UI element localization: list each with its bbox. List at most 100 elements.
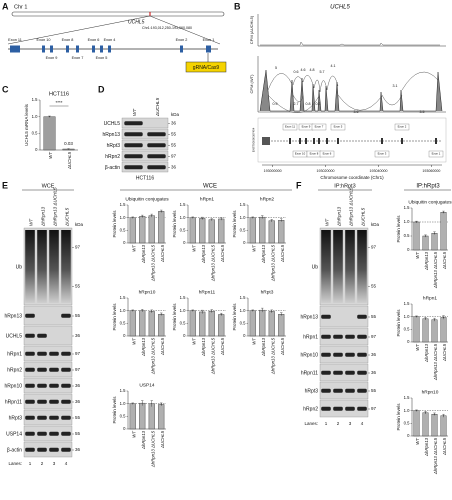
data-point (434, 413, 435, 415)
exon (76, 45, 79, 53)
bar (440, 211, 447, 251)
blot-strip (23, 361, 73, 378)
blot-strip (319, 305, 369, 328)
lane-number: 2 (41, 461, 44, 466)
y-tick-label: 1.5 (120, 388, 126, 393)
y-tick-label: 0.5 (240, 320, 246, 325)
blot-strip (23, 393, 73, 410)
y-tick-label: 0 (35, 147, 38, 152)
category-label: ΔhRpn13 ΔUCHL5 (210, 244, 215, 282)
panel-title: UCHL5 (330, 5, 350, 11)
y-axis-label: Protein levels (112, 303, 117, 331)
category-label: ΔUCHL5 (280, 337, 285, 356)
data-point (416, 316, 417, 318)
panel-label: C (2, 84, 9, 94)
data-point (280, 313, 282, 315)
exon (318, 138, 320, 144)
y-tick-label: 0 (123, 240, 126, 245)
exon-label: Exon 8 (62, 38, 74, 42)
bar (158, 314, 165, 337)
band (321, 314, 331, 319)
band (61, 351, 71, 356)
category-label: WT (131, 338, 136, 345)
y-tick-label: 1.0 (404, 219, 410, 224)
band (124, 154, 143, 159)
y-tick-label: 1.5 (404, 395, 410, 400)
exon-label: Exon 5 (334, 125, 343, 129)
y-tick-label: 0 (123, 333, 126, 338)
blot-strip (23, 305, 73, 326)
y-tick-label: 0 (183, 333, 186, 338)
category-label: WT (131, 245, 136, 252)
lane-label: ΔhRpn13 ΔUCHL5 (53, 187, 58, 227)
junction-count: 0.6 (294, 70, 299, 74)
data-point (252, 310, 254, 312)
row-label: USP14 (6, 431, 22, 437)
chart-title: hRpn2 (260, 196, 274, 202)
band (61, 383, 71, 388)
y-tick-label: 0.5 (120, 227, 126, 232)
chromosome (11, 11, 225, 17)
band (25, 313, 35, 318)
band (321, 370, 331, 375)
ub-smear (61, 230, 71, 303)
panel-label: E (2, 180, 8, 190)
row-label: hRpn2 (303, 406, 318, 412)
ub-smear (345, 230, 355, 303)
bar (422, 235, 429, 251)
exon-label-box (319, 150, 335, 158)
exon (180, 45, 183, 53)
band (333, 388, 343, 393)
band (147, 165, 166, 170)
band (25, 447, 35, 452)
bar (268, 220, 275, 244)
kda-marker: 97 (75, 351, 81, 356)
category-label: WT (191, 338, 196, 345)
y-tick-label: 1.0 (120, 401, 126, 406)
chart-title: hRpt3 (261, 289, 274, 295)
exon-label: Exon 8 (310, 152, 319, 156)
y-tick-label: 0.5 (32, 130, 38, 135)
band (61, 447, 71, 452)
exon-label: Exon 2 (398, 125, 407, 129)
row-label: hRpt3 (107, 143, 121, 149)
kda-marker: 36 (75, 447, 81, 452)
data-point (261, 216, 263, 218)
blot-title: WCE (42, 183, 55, 189)
band (37, 383, 47, 388)
data-point (261, 309, 263, 311)
y-axis-label: Protein levels (112, 210, 117, 238)
guide-box (185, 61, 227, 73)
row-label: hRpn11 (301, 370, 318, 376)
y-tick-label: 0 (407, 339, 410, 344)
junction-count: 3.1 (393, 84, 398, 88)
junction-count: 3.5 (420, 110, 425, 114)
kda-marker: 55 (171, 143, 177, 148)
data-point (68, 148, 69, 150)
data-point (192, 310, 194, 312)
kda-marker: 36 (371, 370, 377, 375)
band (345, 370, 355, 375)
exon-label-box (330, 123, 346, 131)
exon (10, 45, 20, 53)
category-label: WT (48, 152, 53, 159)
y-tick-label: 0.5 (404, 233, 410, 238)
exon-label: Exon 9 (46, 56, 58, 60)
y-tick-label: 1.5 (32, 97, 38, 102)
bar (189, 310, 196, 337)
y-tick-label: 0.5 (404, 326, 410, 331)
bar (268, 311, 275, 337)
category-label: ΔhRpn13 ΔUCHL5 (433, 437, 438, 475)
data-point (271, 220, 273, 222)
ub-smear (37, 230, 47, 303)
exon-label: Exon 6 (88, 38, 100, 42)
exon (299, 138, 301, 144)
y-tick-label: 1.5 (180, 295, 186, 300)
y-tick-label: 0.5 (180, 320, 186, 325)
blot-strip (23, 345, 73, 362)
bar (259, 216, 266, 244)
track-label: CPM (ΔUCHL5) (249, 15, 254, 44)
row-label: hRpn2 (7, 367, 22, 373)
y-tick-label: 0.5 (120, 413, 126, 418)
category-label: ΔUCHL5 (442, 437, 447, 456)
